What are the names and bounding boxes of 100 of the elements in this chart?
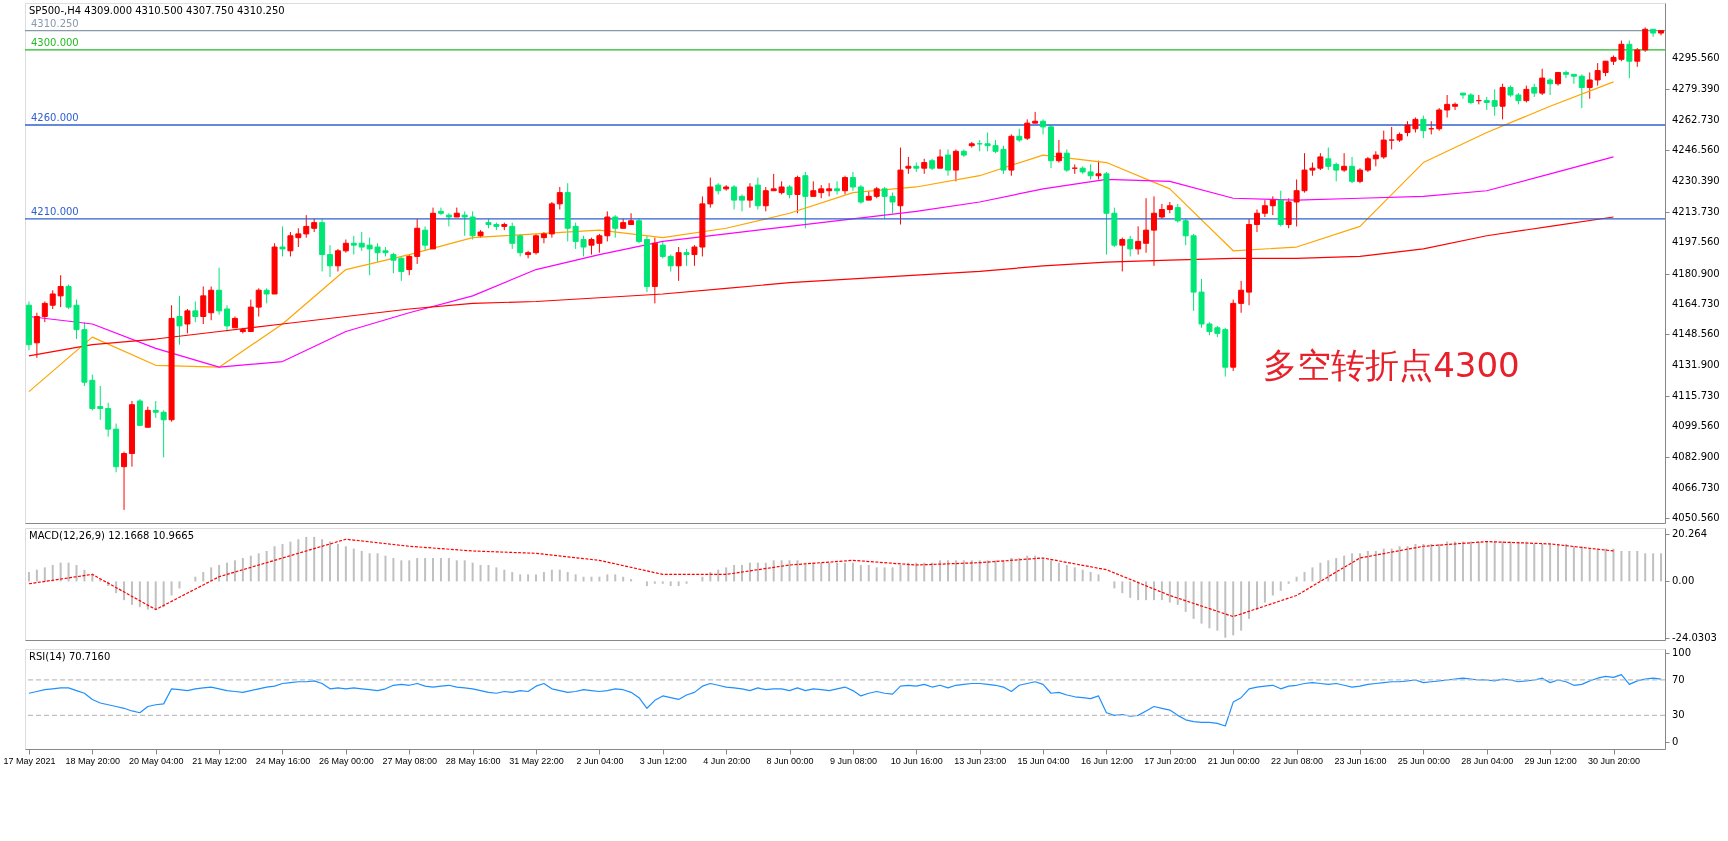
bar [289, 541, 292, 582]
bar [1335, 557, 1338, 582]
candlestick [1491, 88, 1498, 117]
bar [305, 536, 308, 582]
bar [265, 550, 268, 582]
bar [645, 581, 648, 587]
bar [455, 560, 458, 582]
bar [1351, 553, 1354, 582]
bar [677, 581, 680, 587]
candlestick [1238, 280, 1245, 314]
candlestick [121, 451, 128, 511]
bar [376, 553, 379, 582]
bar [820, 562, 823, 582]
bar [1374, 550, 1377, 582]
y-tick-label: 4066.730 [1672, 481, 1720, 493]
candlestick [350, 235, 357, 256]
bar [1121, 581, 1124, 594]
bar [1533, 543, 1536, 582]
bar [424, 557, 427, 582]
bar [899, 565, 902, 582]
bar [297, 539, 300, 582]
candlestick [1127, 235, 1134, 257]
y-tick-label: 0.00 [1672, 575, 1695, 587]
bar [1549, 543, 1552, 582]
bar [1564, 543, 1567, 582]
candlestick [97, 385, 104, 421]
y-tick-label: 4148.560 [1672, 328, 1720, 340]
bar [780, 560, 783, 582]
candlestick [1333, 162, 1340, 182]
candlestick [842, 175, 848, 195]
bar [123, 581, 126, 601]
bar [1160, 581, 1163, 601]
candlestick [762, 186, 769, 212]
bar [178, 581, 181, 589]
bar [447, 557, 450, 582]
bar [1113, 581, 1116, 589]
candlestick [1380, 130, 1387, 160]
candlestick [1325, 147, 1332, 171]
candlestick [437, 207, 444, 216]
candlestick [540, 231, 547, 244]
candlestick [406, 254, 413, 276]
bar [162, 581, 165, 608]
bar [1469, 541, 1472, 582]
bar [748, 562, 751, 582]
bar [1232, 581, 1235, 636]
bar [1644, 553, 1647, 582]
bar [1517, 541, 1520, 582]
bar [828, 562, 831, 582]
candlestick [1586, 71, 1593, 100]
bar [154, 581, 157, 610]
bar [471, 562, 474, 582]
bar [1081, 569, 1084, 582]
candlestick [1388, 126, 1395, 150]
bar [1287, 581, 1290, 584]
candlestick [49, 289, 56, 310]
candlestick [144, 406, 151, 428]
bar [527, 574, 530, 582]
x-tick-label: 10 Jun 16:00 [890, 755, 943, 766]
bar [281, 543, 284, 582]
candlestick [1444, 94, 1451, 119]
bar [1208, 581, 1211, 629]
candlestick [1261, 199, 1268, 218]
bar [717, 569, 720, 582]
bar [130, 581, 133, 605]
bar [970, 560, 973, 582]
y-tick-label: 0 [1672, 735, 1679, 747]
candlestick [1119, 237, 1126, 272]
bar [67, 562, 70, 582]
candlestick [834, 180, 841, 195]
bar [867, 565, 870, 582]
candlestick [105, 402, 112, 438]
candlestick [1349, 156, 1356, 184]
candlestick [1253, 209, 1260, 233]
line-series [28, 674, 1662, 727]
x-tick-label: 17 Jun 20:00 [1144, 755, 1197, 766]
bar [503, 569, 506, 582]
candlestick [1040, 118, 1047, 135]
y-tick-label: 4131.900 [1672, 359, 1720, 371]
bar [1620, 550, 1623, 582]
candlestick [675, 246, 682, 282]
candlestick [1269, 195, 1276, 216]
bar [796, 560, 799, 582]
candlestick [628, 212, 635, 226]
y-tick-label: 4115.730 [1672, 389, 1720, 401]
bar [986, 560, 989, 582]
y-tick-label: 4279.390 [1672, 82, 1720, 94]
y-tick-label: 4262.730 [1672, 113, 1720, 125]
bar [138, 581, 141, 608]
bar [1271, 581, 1274, 596]
bar [875, 567, 878, 582]
bar [535, 574, 538, 582]
candlestick [1095, 160, 1102, 180]
y-tick-label: 4230.390 [1672, 174, 1720, 186]
bar [1176, 581, 1179, 605]
bar [733, 565, 736, 582]
bar [1588, 548, 1591, 582]
bar [43, 567, 46, 582]
candlestick [1547, 77, 1554, 96]
bar [1042, 557, 1045, 582]
candlestick [224, 304, 231, 333]
